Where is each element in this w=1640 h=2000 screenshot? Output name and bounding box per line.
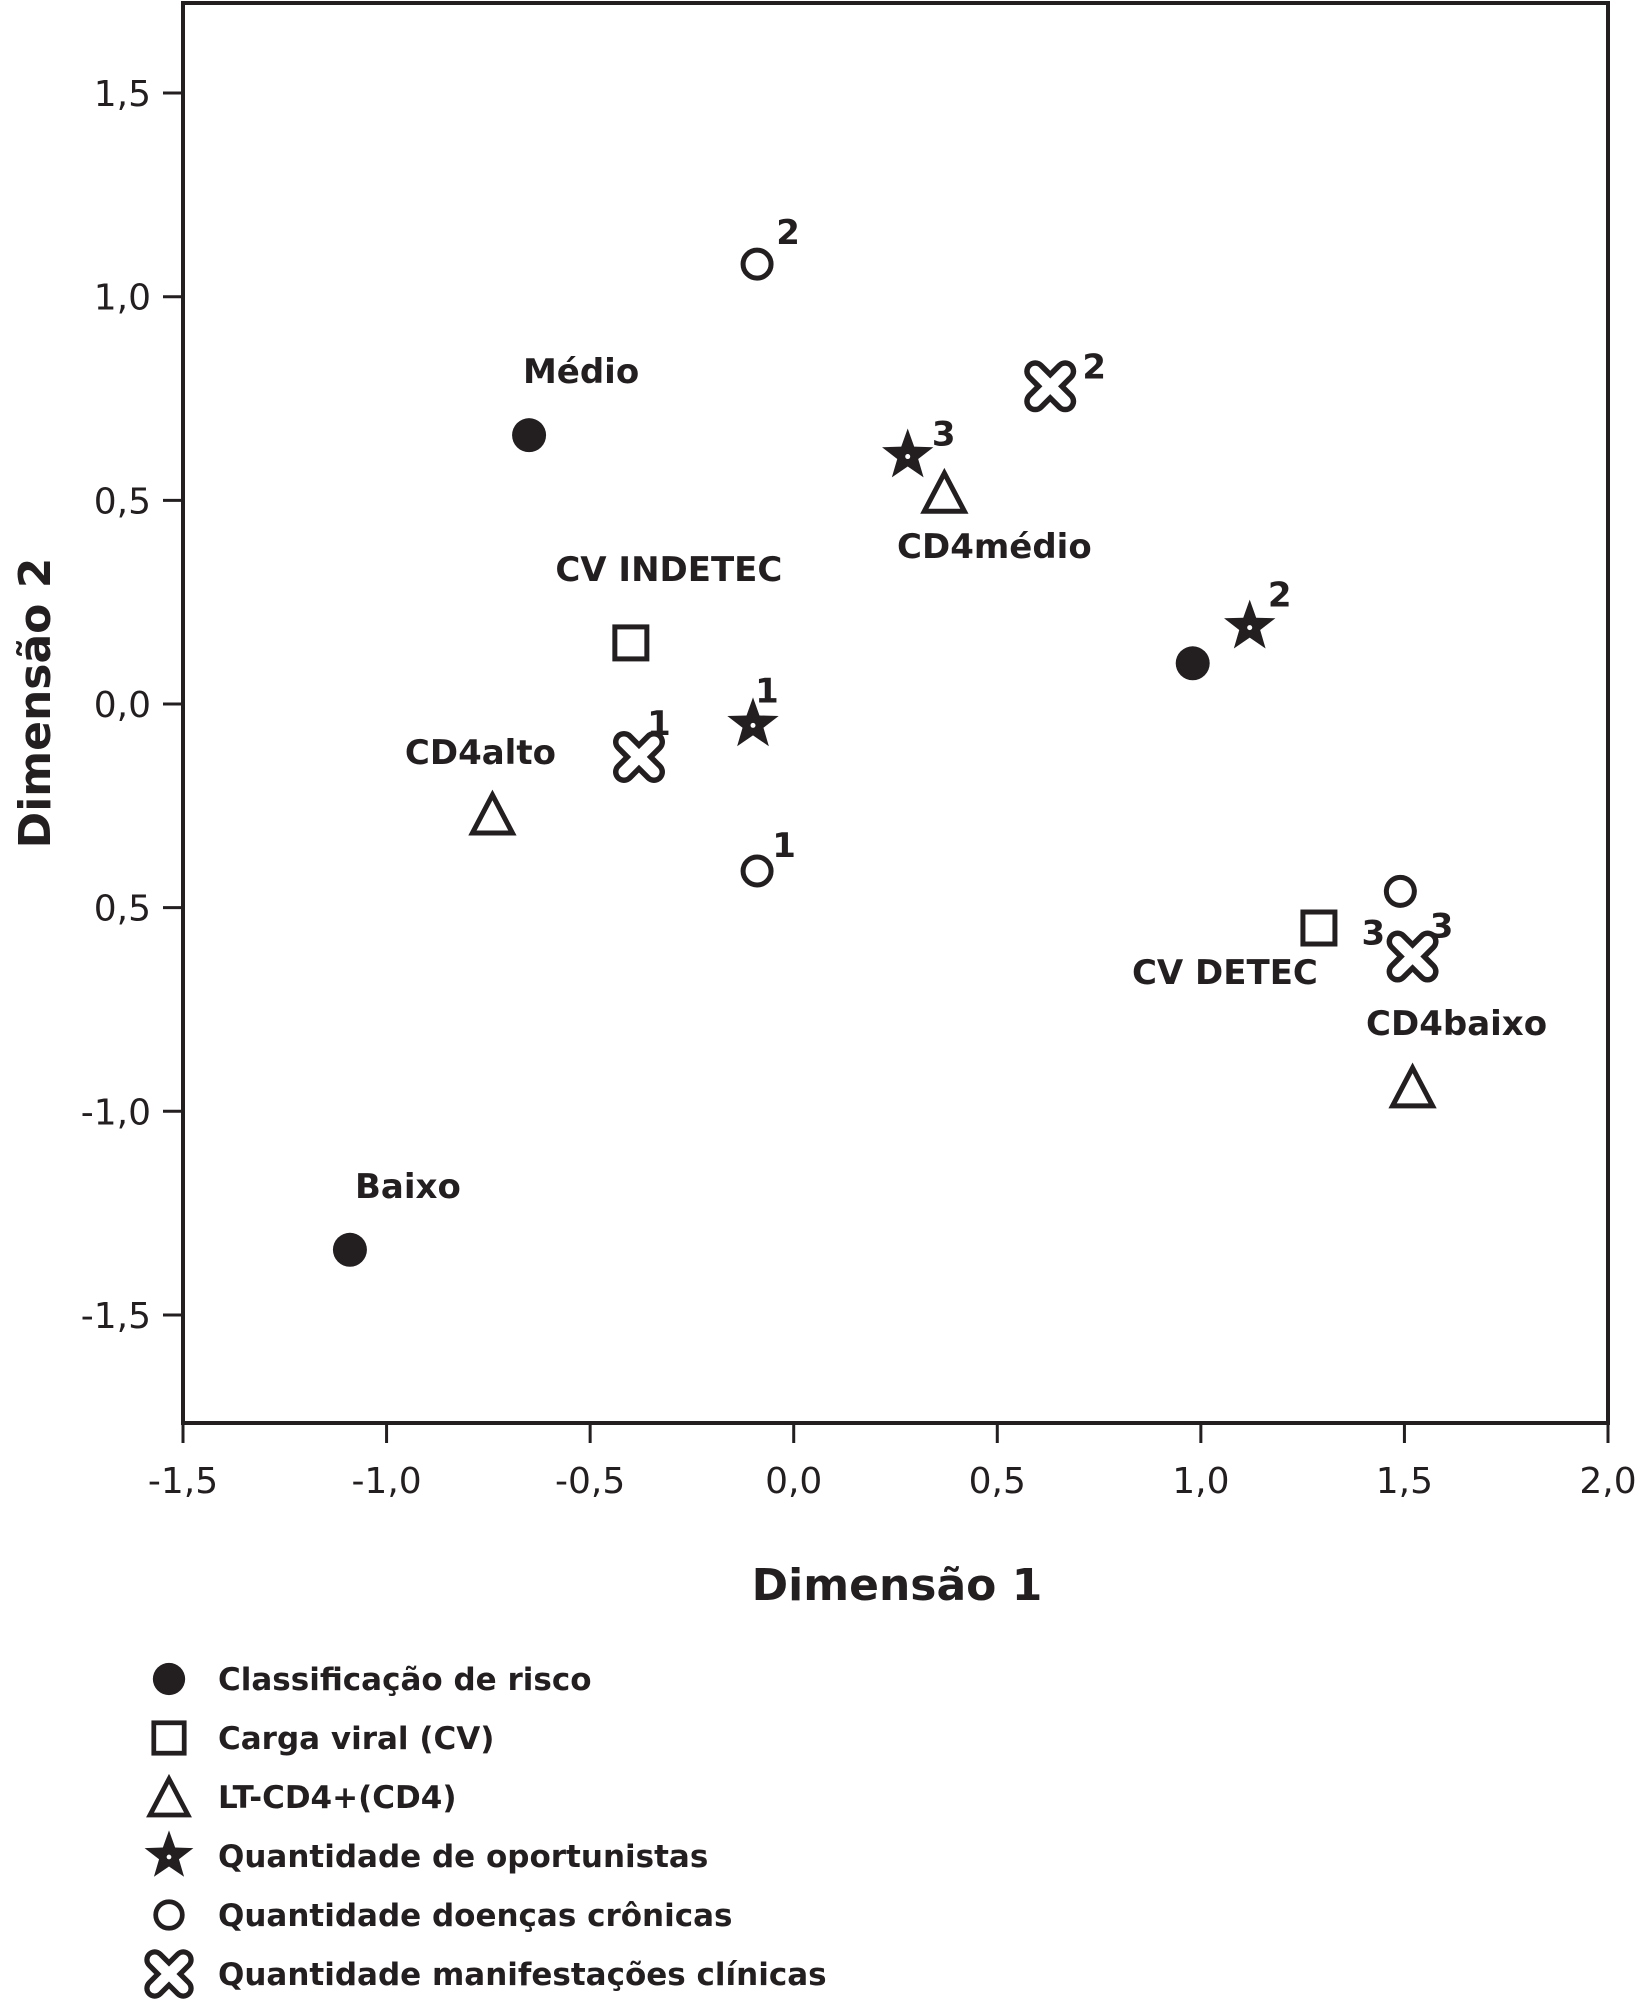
x-axis: -1,5 -1,0 -0,5 0,0 0,5 1,0 1,5 2,0 — [148, 1423, 1637, 1502]
y-axis: 1,5 1,0 0,5 0,0 0,5 -1,0 -1,5 — [81, 74, 183, 1337]
x-tick-label: -1,0 — [351, 1461, 421, 1502]
point-label: 1 — [772, 826, 796, 866]
y-tick-label: 0,5 — [94, 889, 151, 930]
point-label: 2 — [1268, 576, 1292, 616]
legend-entry-label: Carga viral (CV) — [218, 1721, 494, 1757]
point-label: Baixo — [355, 1167, 461, 1207]
legend-entry-label: Quantidade de oportunistas — [218, 1839, 708, 1875]
x-tick-label: -1,5 — [148, 1461, 218, 1502]
x-axis-title: Dimensão 1 — [752, 1560, 1043, 1611]
open-circle-point — [740, 854, 774, 888]
y-tick-label: 0,5 — [94, 481, 151, 522]
filled-circle-point — [332, 1232, 367, 1267]
point-label: CD4baixo — [1366, 1004, 1547, 1044]
point-label: CV DETEC — [1132, 953, 1318, 993]
y-axis-title: Dimensão 2 — [10, 558, 61, 849]
x-tick-label: 0,0 — [765, 1461, 822, 1502]
x-tick-label: 1,0 — [1172, 1461, 1229, 1502]
x-tick-label: 0,5 — [969, 1461, 1026, 1502]
open-triangle-point — [1388, 1062, 1437, 1109]
legend: Classificação de risco Carga viral (CV) LT… — [144, 1662, 827, 1999]
legend-marker-open-triangle — [146, 1773, 192, 1818]
filled-circle-point — [512, 418, 547, 453]
point-label: 2 — [776, 213, 800, 253]
legend-entry-label: LT-CD4+(CD4) — [218, 1780, 457, 1816]
legend-marker-open-circle — [153, 1899, 185, 1931]
x-tick-label: 1,5 — [1376, 1461, 1433, 1502]
y-tick-label: 1,5 — [94, 74, 151, 115]
open-square-point — [1300, 909, 1338, 947]
open-square-point — [612, 624, 650, 662]
point-label: CV INDETEC — [555, 550, 782, 590]
point-label: CD4alto — [405, 733, 556, 773]
point-label: 1 — [647, 704, 671, 744]
legend-entry-label: Quantidade doenças crônicas — [218, 1898, 733, 1934]
y-tick-label: -1,0 — [81, 1092, 151, 1133]
x-tick-label: -0,5 — [555, 1461, 625, 1502]
star-point — [882, 428, 934, 478]
legend-marker-open-square — [151, 1720, 187, 1756]
data-points: Médio Baixo CV INDETEC CV DETEC CD4médio CD4a… — [332, 213, 1547, 1267]
open-triangle-point — [468, 789, 517, 836]
legend-marker-star — [144, 1830, 194, 1877]
x-tick-label: 2,0 — [1579, 1461, 1636, 1502]
legend-entry-label: Quantidade manifestações clínicas — [218, 1957, 827, 1993]
y-tick-label: 1,0 — [94, 278, 151, 319]
open-triangle-point — [920, 467, 969, 514]
point-label: CD4médio — [897, 527, 1092, 567]
point-label: 3 — [1430, 907, 1454, 947]
open-circle-point — [740, 247, 774, 281]
star-point — [727, 697, 779, 747]
plot-frame — [181, 1, 1610, 1425]
cross-point — [1024, 360, 1077, 413]
filled-circle-point — [1175, 646, 1210, 681]
point-label: 2 — [1082, 347, 1106, 387]
point-label: Médio — [523, 352, 639, 392]
star-point — [1224, 599, 1276, 649]
y-tick-label: 0,0 — [94, 685, 151, 726]
legend-entry-label: Classificação de risco — [218, 1662, 592, 1698]
point-label: 3 — [932, 415, 956, 455]
point-label: 3 — [1362, 913, 1386, 953]
legend-marker-filled-circle — [152, 1662, 186, 1696]
legend-marker-cross — [144, 1949, 194, 1999]
y-tick-label: -1,5 — [81, 1296, 151, 1337]
cross-point — [613, 730, 665, 783]
point-label: 1 — [755, 671, 779, 711]
cross-point — [1386, 930, 1439, 983]
open-circle-point — [1383, 874, 1417, 908]
